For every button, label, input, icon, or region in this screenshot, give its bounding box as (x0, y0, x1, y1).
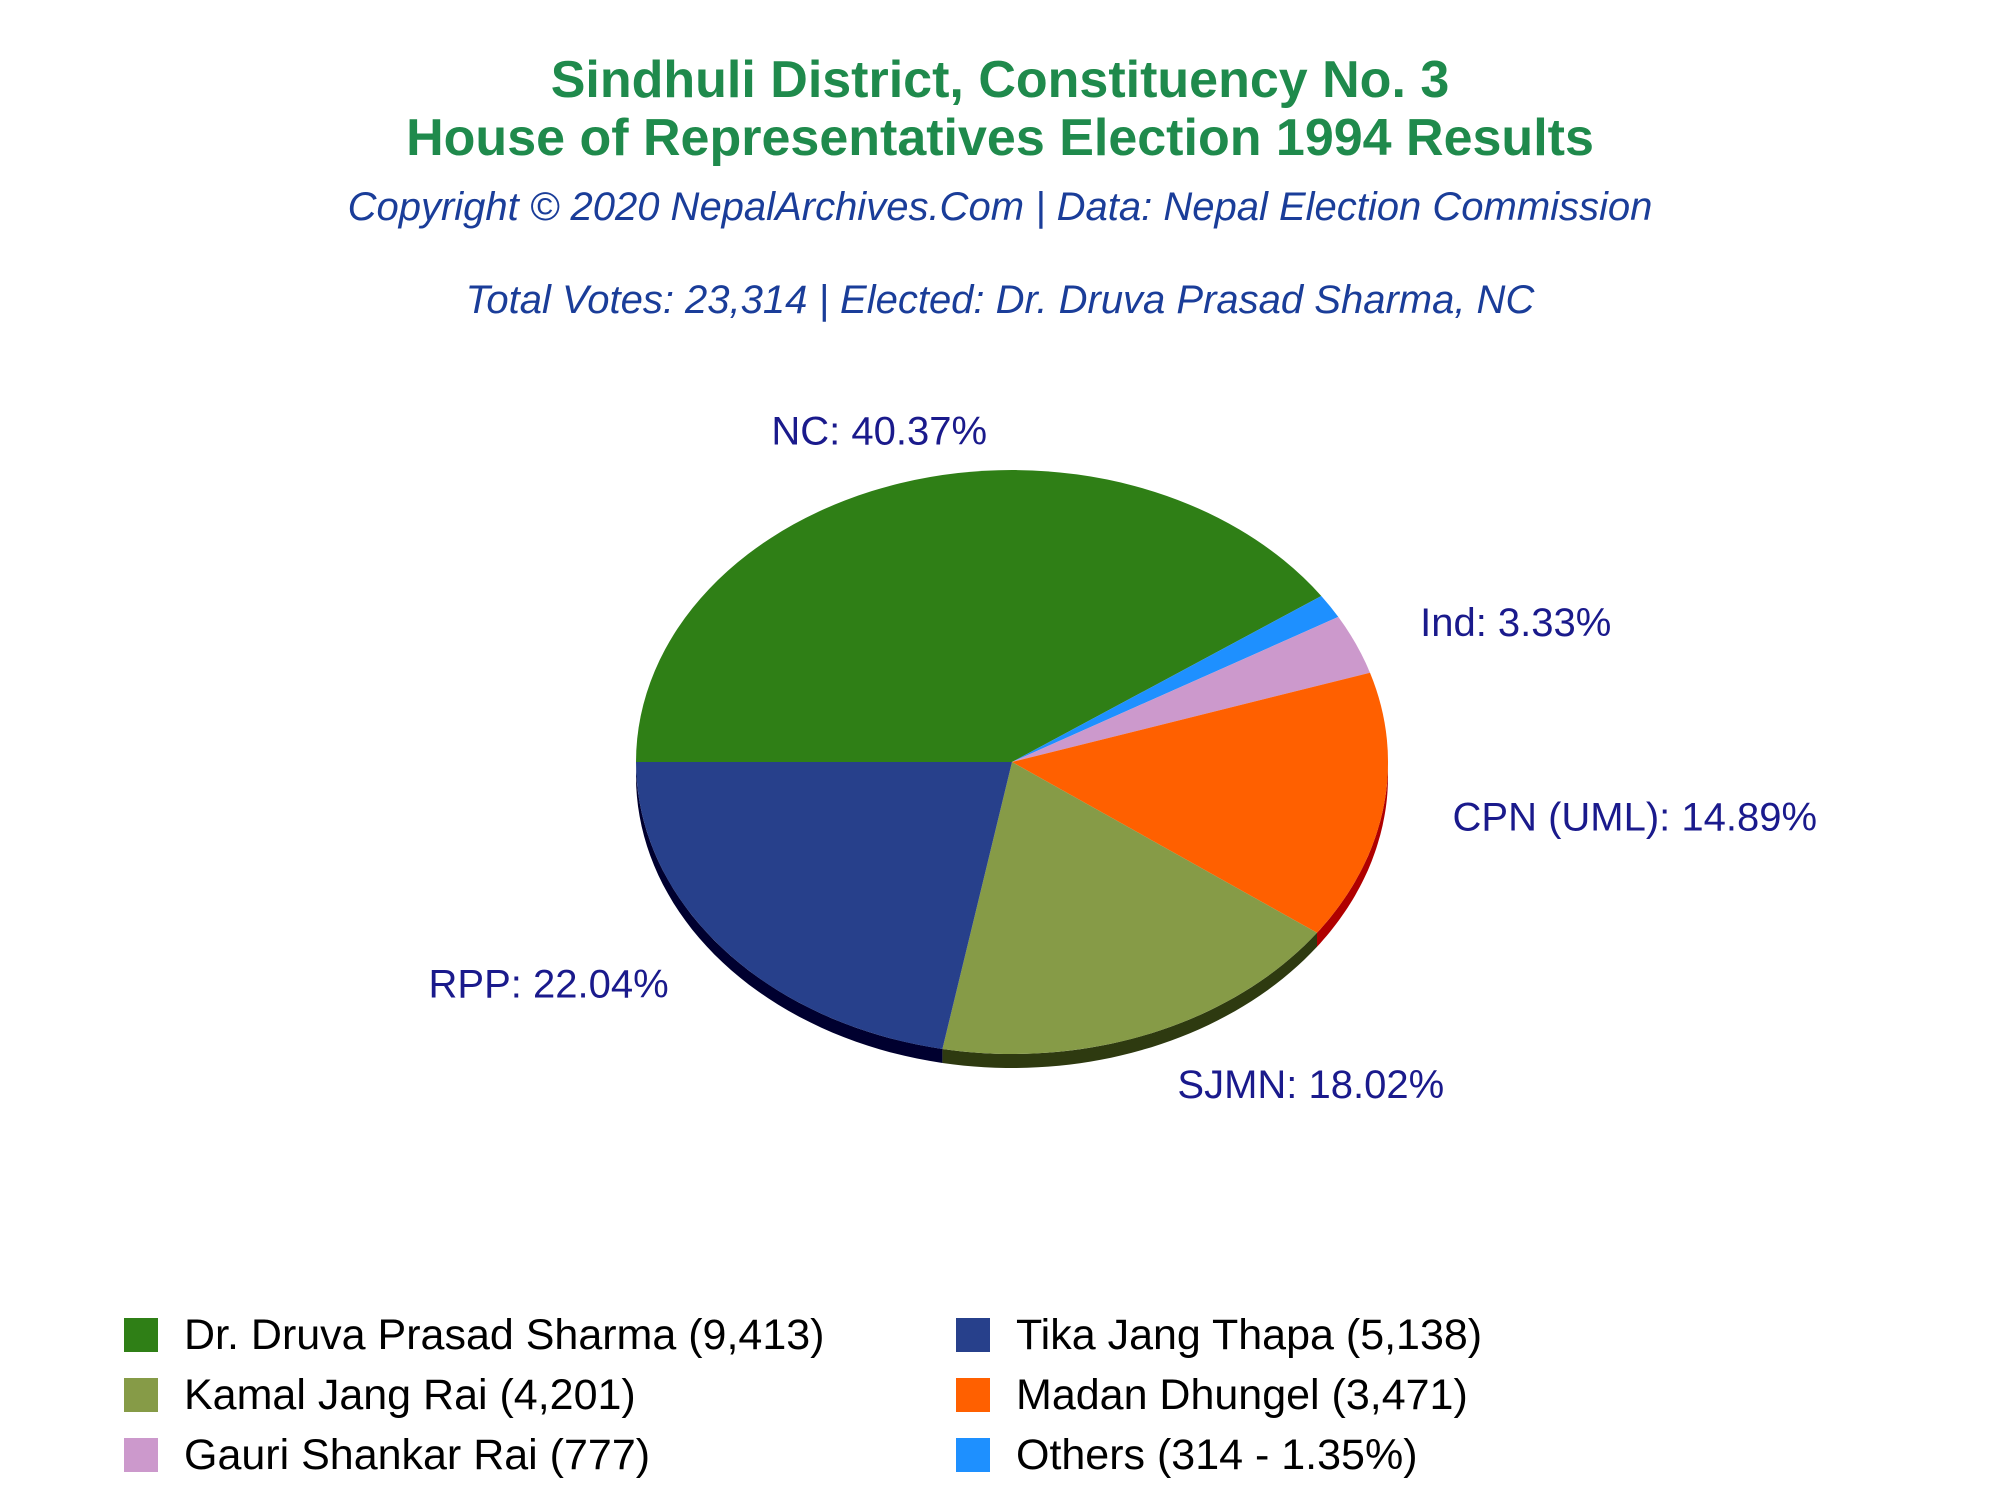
pie-slices (636, 470, 1389, 1055)
pie-slice-rpp (636, 762, 1012, 1049)
legend-swatch (124, 1318, 158, 1352)
chart-title-line1: Sindhuli District, Constituency No. 3 (550, 51, 1450, 109)
pie-slice-cpn-uml- (1012, 672, 1389, 933)
summary-line: Total Votes: 23,314 | Elected: Dr. Druva… (465, 278, 1535, 322)
pie-side-cpn-uml- (1317, 762, 1388, 947)
slice-label-rpp: RPP: 22.04% (429, 963, 669, 1007)
legend-item-nc: Dr. Druva Prasad Sharma (9,413) (124, 1310, 825, 1360)
slice-label-ind: Ind: 3.33% (1420, 601, 1611, 645)
legend-swatch (956, 1438, 990, 1472)
pie-side-sjmn (942, 932, 1317, 1068)
legend-label: Gauri Shankar Rai (777) (184, 1430, 651, 1479)
legend-swatch (956, 1378, 990, 1412)
pie-labels: NC: 40.37% Ind: 3.33% CPN (UML): 14.89% SJM… (429, 410, 1818, 1107)
legend-item-ind: Gauri Shankar Rai (777) (124, 1430, 650, 1480)
legend-item-rpp: Tika Jang Thapa (5,138) (956, 1310, 1482, 1360)
legend-swatch (124, 1438, 158, 1472)
pie-side-rpp (636, 762, 943, 1063)
pie-slice-nc (636, 470, 1322, 762)
legend-label: Others (314 - 1.35%) (1016, 1430, 1418, 1479)
slice-label-cpn-uml-: CPN (UML): 14.89% (1453, 795, 1818, 839)
legend-item-sjmn: Kamal Jang Rai (4,201) (124, 1370, 636, 1420)
pie-slice-ind (1012, 616, 1370, 762)
slice-label-sjmn: SJMN: 18.02% (1177, 1063, 1444, 1107)
legend-label: Madan Dhungel (3,471) (1016, 1370, 1468, 1419)
pie-side-walls (636, 762, 1388, 1068)
legend-swatch (124, 1378, 158, 1412)
legend-label: Kamal Jang Rai (4,201) (184, 1370, 636, 1419)
legend-item-cpn-uml-: Madan Dhungel (3,471) (956, 1370, 1468, 1420)
chart-title-line2: House of Representatives Election 1994 R… (406, 109, 1594, 167)
legend-item-others: Others (314 - 1.35%) (956, 1430, 1418, 1480)
pie-slice-sjmn (942, 762, 1317, 1055)
pie-slice-others (1012, 596, 1339, 762)
chart-legend: Dr. Druva Prasad Sharma (9,413) Tika Jang… (124, 1310, 1624, 1480)
legend-swatch (956, 1318, 990, 1352)
copyright-line: Copyright © 2020 NepalArchives.Com | Dat… (347, 185, 1653, 229)
legend-label: Tika Jang Thapa (5,138) (1016, 1310, 1483, 1359)
legend-label: Dr. Druva Prasad Sharma (9,413) (184, 1310, 825, 1359)
slice-label-nc: NC: 40.37% (771, 410, 987, 454)
